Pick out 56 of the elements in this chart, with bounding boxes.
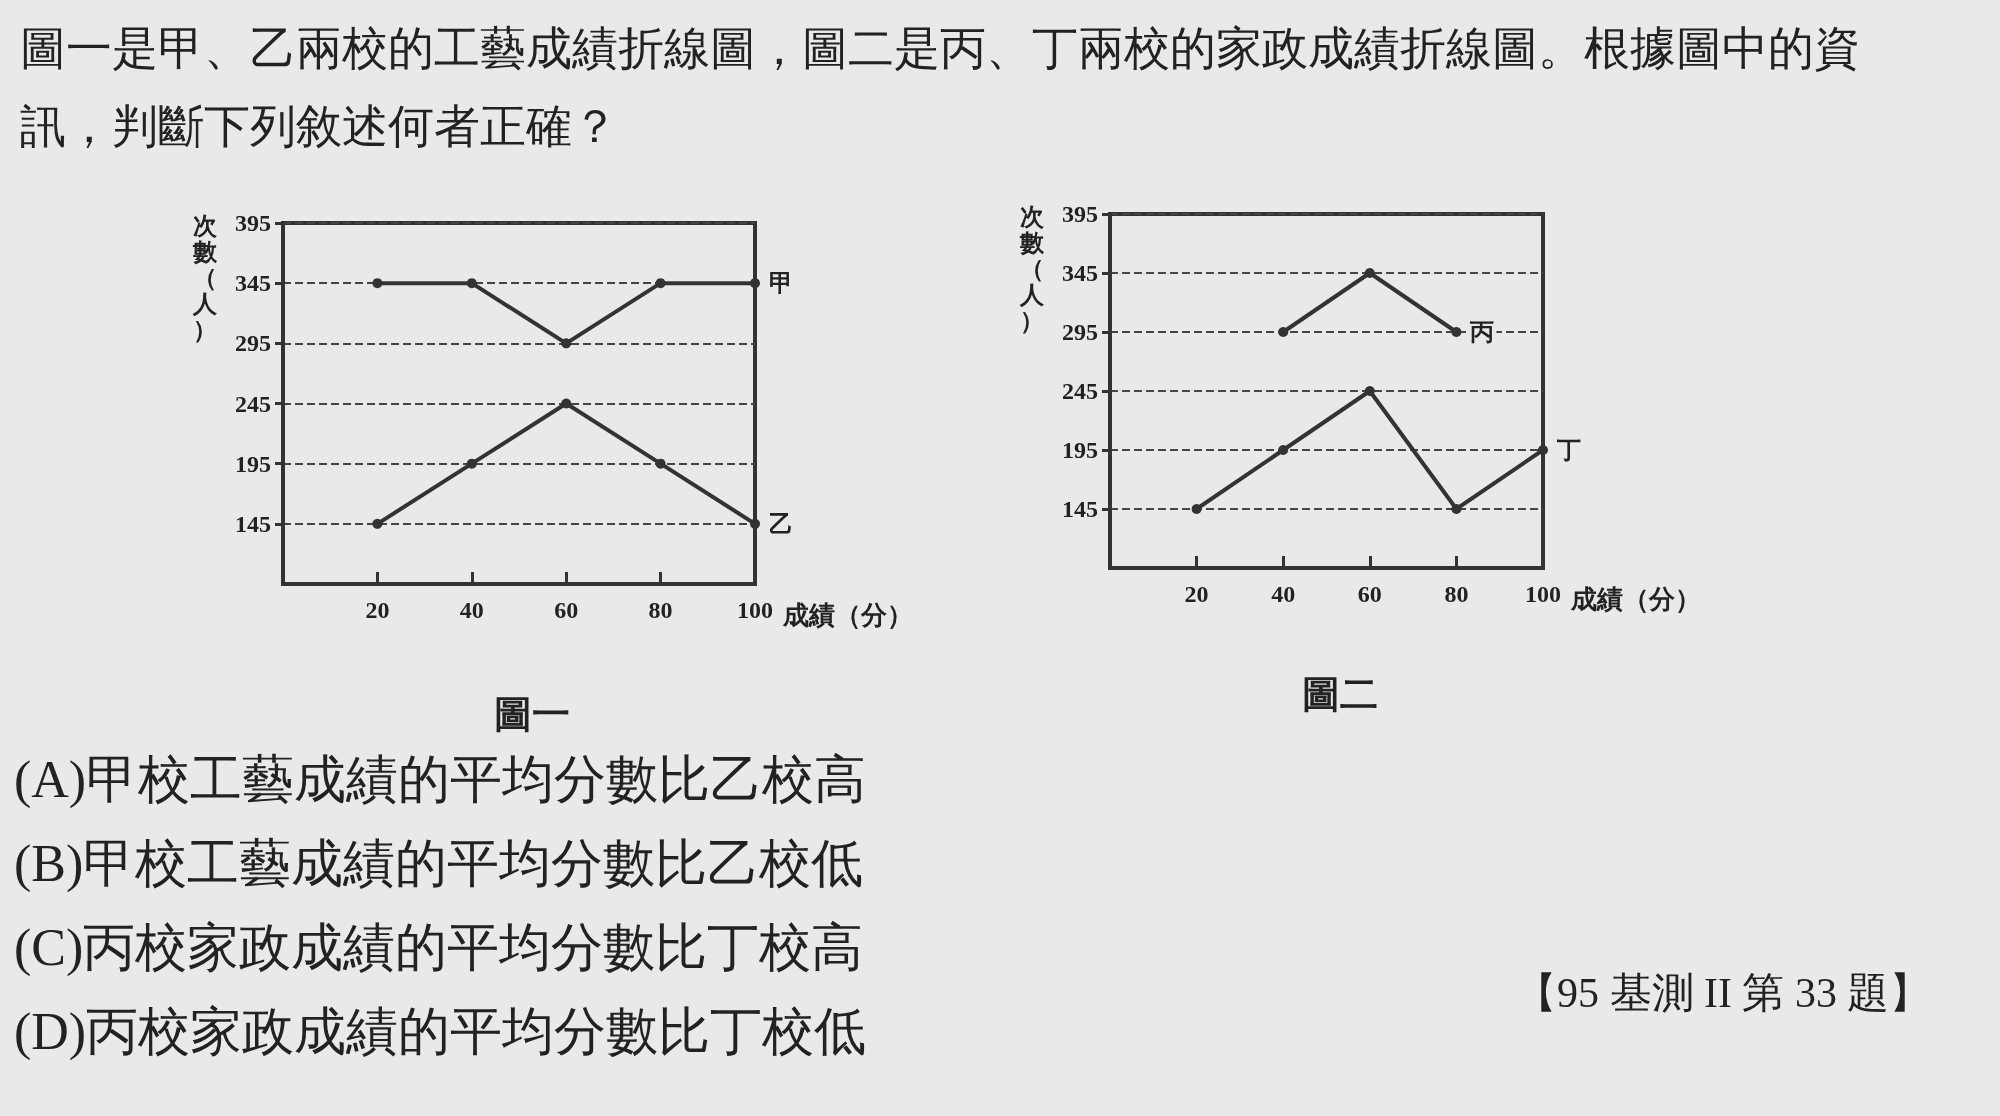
y-tick-label: 195	[1062, 437, 1098, 463]
point	[372, 518, 383, 529]
point	[1364, 268, 1375, 278]
x-tick-label: 60	[1357, 581, 1382, 607]
point	[466, 278, 477, 289]
x-tick-label: 80	[1444, 581, 1469, 607]
text: 圖一	[494, 693, 570, 735]
y-tick-label: 245	[235, 390, 271, 417]
point	[750, 518, 760, 529]
y-tick-label: 145	[1062, 496, 1098, 522]
x-tick-label: 100	[737, 597, 773, 623]
y-axis-title: 次數（人）	[1019, 204, 1045, 334]
y-tick-label: 145	[235, 510, 271, 537]
point	[655, 458, 666, 469]
point	[1451, 327, 1462, 337]
text: (D)丙校家政成績的平均分數比丁校低	[14, 1002, 867, 1062]
y-tick-label: 395	[1062, 201, 1098, 227]
text: (B)甲校工藝成績的平均分數比乙校低	[14, 834, 864, 894]
point	[1538, 445, 1548, 455]
y-tick-label: 345	[235, 270, 271, 297]
point	[561, 398, 572, 409]
series-label: 丙	[1469, 319, 1495, 345]
text: (A)甲校工藝成績的平均分數比乙校高	[14, 750, 867, 810]
series-label: 乙	[769, 510, 793, 537]
point	[655, 278, 666, 289]
x-tick-label: 80	[648, 597, 673, 623]
point	[1278, 445, 1289, 455]
text: (C)丙校家政成績的平均分數比丁校高	[14, 918, 864, 978]
y-axis-title: 次數（人）	[192, 213, 218, 343]
series-label: 甲	[769, 270, 793, 297]
x-tick-label: 40	[1271, 581, 1296, 607]
y-tick-label: 395	[235, 210, 271, 236]
point	[750, 278, 760, 289]
point	[372, 278, 383, 289]
point	[561, 338, 572, 349]
point	[1451, 504, 1462, 514]
point	[1364, 386, 1375, 396]
series-label: 丁	[1556, 437, 1581, 463]
x-tick-label: 40	[459, 597, 484, 623]
x-tick-label: 60	[554, 597, 579, 623]
point	[466, 458, 477, 469]
point	[1278, 327, 1289, 337]
text: 【95 基測 II 第 33 題】	[1515, 969, 1932, 1018]
point	[1191, 504, 1202, 514]
y-tick-label: 245	[1062, 378, 1098, 404]
x-tick-label: 100	[1525, 581, 1561, 607]
y-tick-label: 345	[1062, 260, 1098, 286]
y-tick-label: 295	[1062, 319, 1098, 345]
x-axis-title: 成績（分）	[1570, 584, 1701, 614]
x-tick-label: 20	[365, 597, 390, 623]
y-tick-label: 195	[235, 450, 271, 477]
text: 圖二	[1301, 673, 1378, 715]
text: 圖一是甲、乙兩校的工藝成績折線圖，圖二是丙、丁兩校的家政成績折線圖。根據圖中的資訊，判斷下列敘述何者正確？	[20, 22, 1861, 154]
x-axis-title: 成績（分）	[782, 600, 913, 630]
x-tick-label: 20	[1184, 581, 1209, 607]
y-tick-label: 295	[235, 330, 271, 357]
